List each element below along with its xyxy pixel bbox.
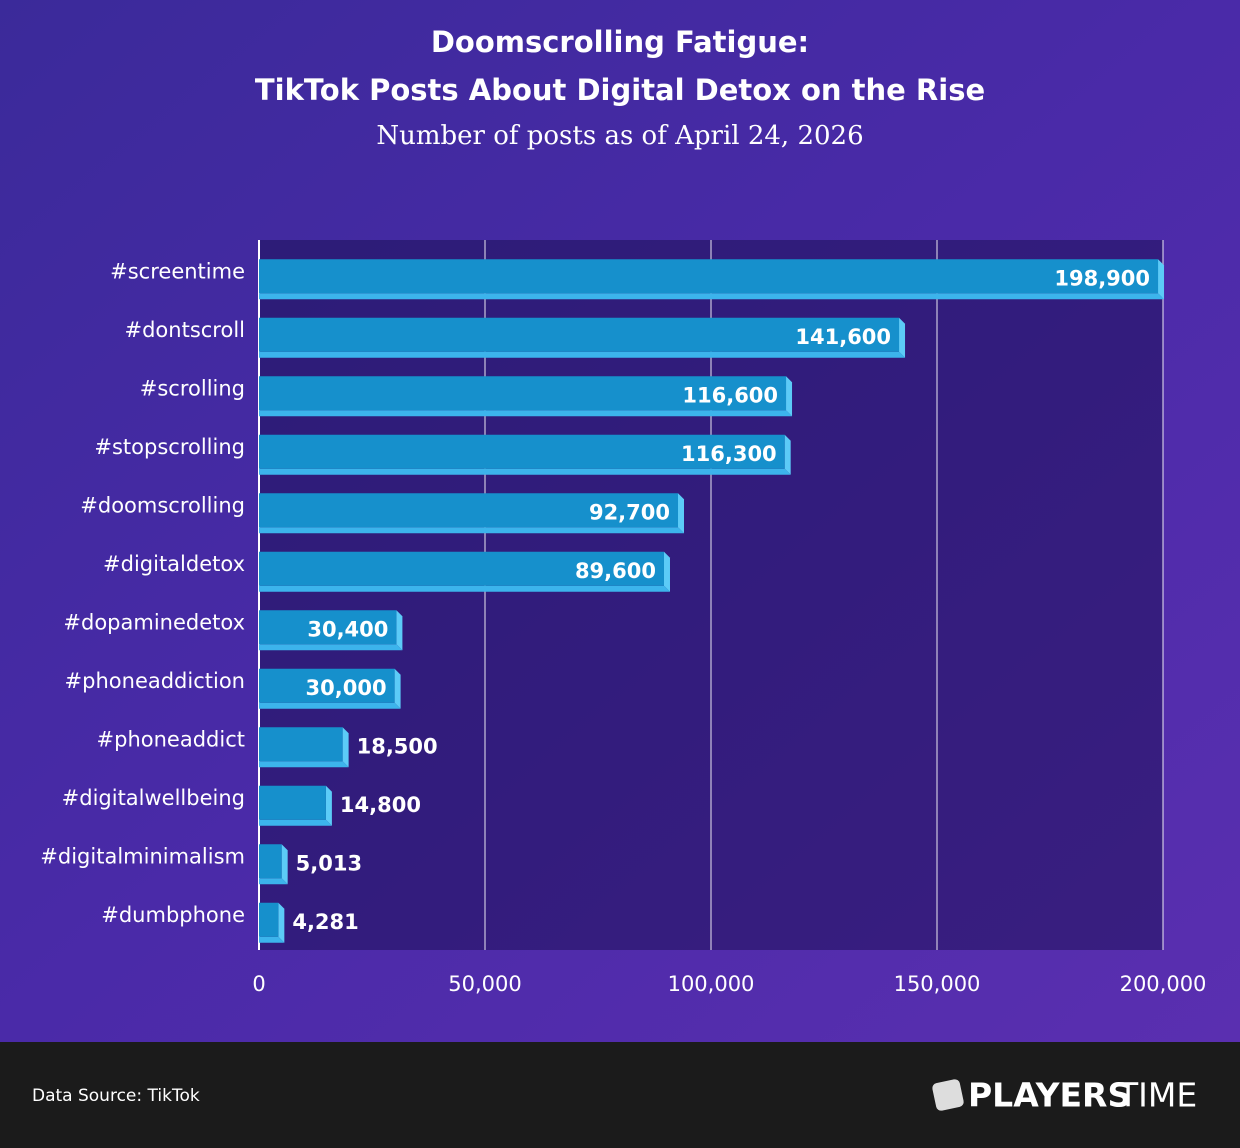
bar-bottom (259, 293, 1165, 300)
bar (259, 493, 679, 528)
x-tick-label: 100,000 (668, 972, 755, 996)
bar (259, 610, 397, 645)
y-tick-label: #dontscroll (125, 318, 246, 342)
bar-side (1158, 259, 1165, 300)
bar-side (278, 902, 285, 943)
bar (259, 785, 326, 820)
value-label: 89,600 (575, 559, 656, 583)
bar-bottom (259, 585, 670, 592)
bar (259, 668, 395, 703)
x-tick-label: 50,000 (448, 972, 521, 996)
y-tick-label: #digitaldetox (103, 552, 245, 576)
value-label: 5,013 (296, 851, 362, 875)
value-label: 198,900 (1054, 266, 1150, 290)
bar-bottom (259, 527, 685, 534)
value-label: 30,000 (306, 676, 387, 700)
value-label: 14,800 (340, 793, 421, 817)
value-label: 116,600 (682, 383, 778, 407)
bar-side (325, 785, 332, 826)
bar-bottom (259, 644, 403, 651)
logo: PLAYERS TIME (932, 1076, 1197, 1115)
brand: PLAYERS (968, 1076, 1131, 1115)
chart-title: Doomscrolling Fatigue: (431, 25, 809, 59)
y-tick-label: #phoneaddiction (65, 669, 245, 693)
bar-side (784, 434, 791, 475)
chart-title: TikTok Posts About Digital Detox on the … (255, 73, 985, 107)
bar-bottom (259, 351, 906, 358)
value-label: 18,500 (357, 734, 438, 758)
y-tick-label: #phoneaddict (97, 727, 245, 751)
brand: TIME (1117, 1076, 1197, 1115)
y-tick-label: #digitalwellbeing (62, 786, 245, 810)
bar (259, 902, 279, 937)
bar (259, 376, 787, 411)
y-tick-label: #scrolling (140, 376, 245, 400)
y-tick-label: #stopscrolling (94, 435, 245, 459)
bar (259, 259, 1159, 294)
bar-bottom (259, 819, 332, 826)
footer (0, 1042, 1240, 1148)
bar-bottom (259, 936, 285, 943)
x-tick-label: 200,000 (1120, 972, 1207, 996)
bar (259, 551, 664, 586)
bar (259, 844, 282, 879)
bar-side (663, 551, 670, 592)
bar (259, 727, 343, 762)
value-label: 92,700 (589, 500, 670, 524)
source: Data Source: TikTok (32, 1086, 200, 1106)
bar-side (342, 727, 349, 768)
value-label: 116,300 (681, 442, 777, 466)
y-tick-label: #digitalminimalism (40, 844, 245, 868)
bar-bottom (259, 761, 349, 768)
bar-bottom (259, 702, 401, 709)
bar (259, 434, 785, 469)
bar-side (899, 317, 906, 358)
logo-icon (932, 1079, 964, 1111)
bar-side (678, 493, 685, 534)
y-tick-label: #dopaminedetox (63, 610, 245, 634)
y-tick-label: #screentime (110, 259, 245, 283)
bar-bottom (259, 410, 793, 417)
y-tick-label: #dumbphone (101, 903, 245, 927)
bar-side (786, 376, 793, 417)
bar-bottom (259, 468, 791, 475)
y-tick-label: #doomscrolling (80, 493, 245, 517)
bar-side (394, 668, 401, 709)
chart-subtitle: Number of posts as of April 24, 2026 (376, 121, 863, 151)
value-label: 4,281 (292, 910, 358, 934)
bar-side (281, 844, 288, 885)
value-label: 141,600 (795, 325, 891, 349)
bar-bottom (259, 878, 288, 885)
x-tick-label: 150,000 (894, 972, 981, 996)
bar-side (396, 610, 403, 651)
bar (259, 317, 900, 352)
value-label: 30,400 (307, 617, 388, 641)
x-tick-label: 0 (252, 972, 265, 996)
